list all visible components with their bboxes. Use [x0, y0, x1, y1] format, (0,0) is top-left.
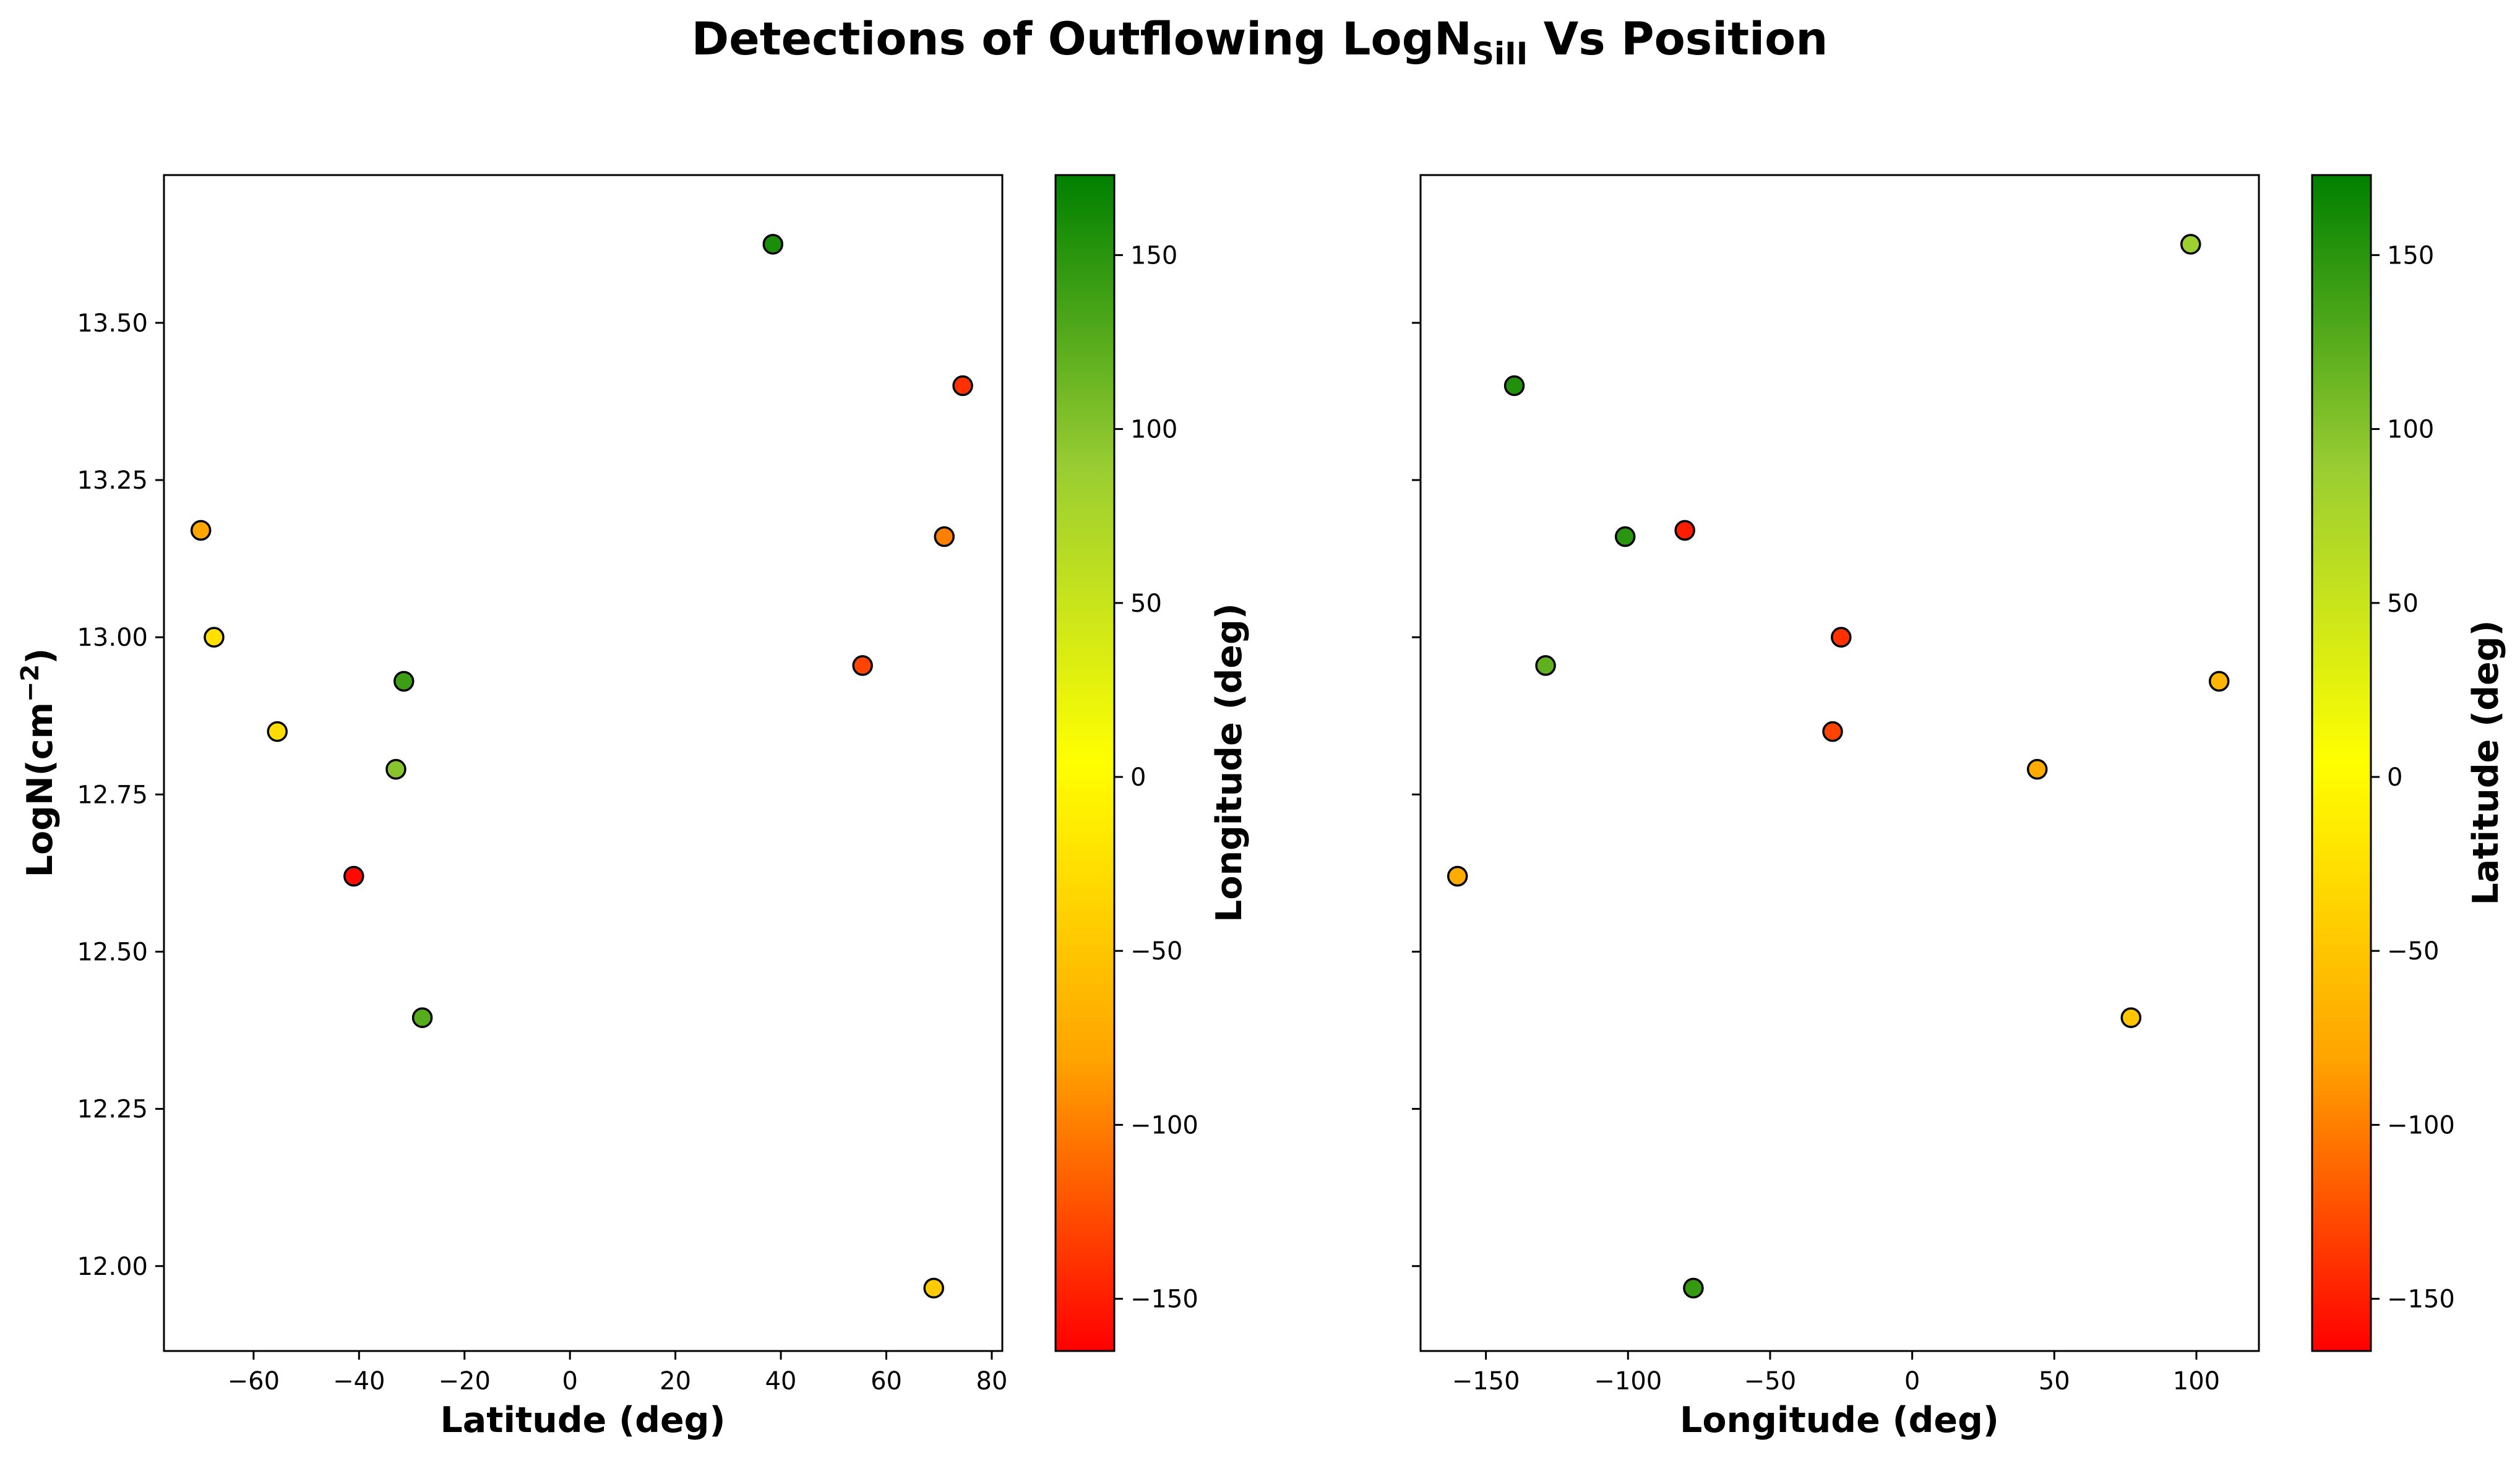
colorbar-tick-label: −100	[2387, 1111, 2455, 1139]
scatter-point	[852, 655, 873, 676]
title-suffix: Vs Position	[1528, 13, 1828, 66]
x-tick-label: −50	[1744, 1367, 1796, 1396]
y-tick-label: 12.75	[77, 781, 148, 809]
colorbar-tick-label: 150	[1130, 241, 1177, 270]
longitude-plot-frame	[1419, 174, 2260, 1352]
scatter-point	[411, 1007, 433, 1028]
longitude-x-axis-label: Longitude (deg)	[1680, 1400, 1999, 1441]
scatter-point	[923, 1277, 944, 1299]
scatter-point	[343, 865, 364, 887]
x-tick-label: −40	[333, 1367, 385, 1396]
y-tick-label: 13.25	[77, 466, 148, 495]
x-tick-label: 50	[2039, 1367, 2070, 1396]
colorbar-tick-label: −50	[2387, 937, 2439, 966]
longitude-y-ticks	[1412, 322, 1421, 1267]
y-tick-label: 13.00	[77, 624, 148, 652]
x-tick-label: 20	[660, 1367, 691, 1396]
scatter-point	[267, 721, 288, 742]
scatter-point	[952, 375, 973, 397]
scatter-point	[1447, 865, 1468, 887]
y-tick-label: 12.00	[77, 1253, 148, 1281]
scatter-point	[2120, 1007, 2142, 1028]
scatter-point	[1535, 655, 1556, 676]
longitude-x-ticks: −150 −100 −50 0 50 100	[1452, 1351, 2220, 1396]
x-tick-label: 0	[1904, 1367, 1920, 1396]
scatter-point	[934, 526, 955, 547]
y-tick-label: 12.50	[77, 938, 148, 966]
latitude-y-ticks: 12.00 12.25 12.50 12.75 13.00 13.25 13.50	[77, 309, 164, 1281]
latitude-colorbar-ticks: −150 −100 −50 0 50 100 150	[2371, 241, 2455, 1314]
figure-title: Detections of Outflowing LogNSiII Vs Pos…	[692, 13, 1828, 72]
scatter-point	[2208, 671, 2230, 692]
longitude-colorbar-ticks: −150 −100 −50 0 50 100 150	[1114, 241, 1198, 1314]
colorbar-tick-label: 0	[2387, 763, 2402, 792]
longitude-colorbar: −150 −100 −50 0 50 100 150 Longitude (deg)	[1054, 174, 1250, 1352]
x-tick-label: −150	[1452, 1367, 1520, 1396]
latitude-colorbar-label: Latitude (deg)	[2466, 620, 2506, 905]
y-label-base: LogN(cm	[20, 702, 61, 877]
scatter-point	[1831, 627, 1852, 648]
latitude-panel: −60 −40 −20 0 20 40 60 80 12.0012.2512.5012.751…	[16, 174, 1008, 1441]
y-label-superscript: −2	[16, 664, 45, 702]
scatter-point	[2180, 234, 2201, 255]
x-tick-label: 0	[562, 1367, 577, 1396]
latitude-points	[190, 234, 973, 1299]
colorbar-tick-label: 100	[2387, 416, 2434, 444]
scatter-point	[2026, 758, 2048, 780]
scatter-point	[393, 671, 415, 692]
latitude-plot-frame	[163, 174, 1004, 1352]
colorbar-tick-label: −150	[1130, 1285, 1198, 1314]
longitude-colorbar-label: Longitude (deg)	[1209, 603, 1250, 922]
colorbar-tick-label: −50	[1130, 937, 1182, 966]
longitude-panel: −150 −100 −50 0 50 100 Longitude (deg)	[1412, 174, 2260, 1441]
y-tick-label: 13.50	[77, 309, 148, 338]
longitude-points	[1447, 234, 2230, 1299]
scatter-point	[190, 520, 212, 541]
x-tick-label: 60	[871, 1367, 902, 1396]
x-tick-label: −60	[228, 1367, 280, 1396]
colorbar-tick-label: 150	[2387, 241, 2434, 270]
latitude-colorbar: −150 −100 −50 0 50 100 150 Latitude (deg)	[2311, 174, 2506, 1352]
scatter-point	[1503, 375, 1525, 397]
y-tick-label: 12.25	[77, 1096, 148, 1124]
scatter-point	[1683, 1277, 1704, 1299]
x-tick-label: 80	[976, 1367, 1008, 1396]
colorbar-tick-label: −100	[1130, 1111, 1198, 1139]
scatter-point	[204, 627, 225, 648]
title-prefix: Detections of Outflowing LogN	[692, 13, 1472, 66]
latitude-y-axis-label: LogN(cm−2)	[16, 648, 61, 878]
scatter-point	[1674, 520, 1695, 541]
colorbar-tick-label: −150	[2387, 1285, 2455, 1314]
longitude-colorbar-fill	[1054, 174, 1116, 1352]
x-tick-label: −100	[1594, 1367, 1662, 1396]
colorbar-tick-label: 50	[1130, 590, 1162, 618]
x-tick-label: 100	[2173, 1367, 2220, 1396]
y-label-close: )	[20, 648, 61, 664]
x-tick-label: 40	[765, 1367, 797, 1396]
latitude-colorbar-fill	[2311, 174, 2372, 1352]
scatter-point	[385, 758, 406, 780]
colorbar-tick-label: 0	[1130, 763, 1146, 792]
latitude-x-ticks: −60 −40 −20 0 20 40 60 80	[228, 1351, 1008, 1396]
colorbar-tick-label: 50	[2387, 590, 2419, 618]
scatter-point	[1614, 526, 1636, 547]
latitude-x-axis-label: Latitude (deg)	[440, 1400, 725, 1441]
colorbar-tick-label: 100	[1130, 416, 1177, 444]
scatter-point	[762, 234, 784, 255]
scatter-point	[1822, 721, 1843, 742]
title-subscript: SiII	[1472, 36, 1528, 72]
x-tick-label: −20	[439, 1367, 491, 1396]
